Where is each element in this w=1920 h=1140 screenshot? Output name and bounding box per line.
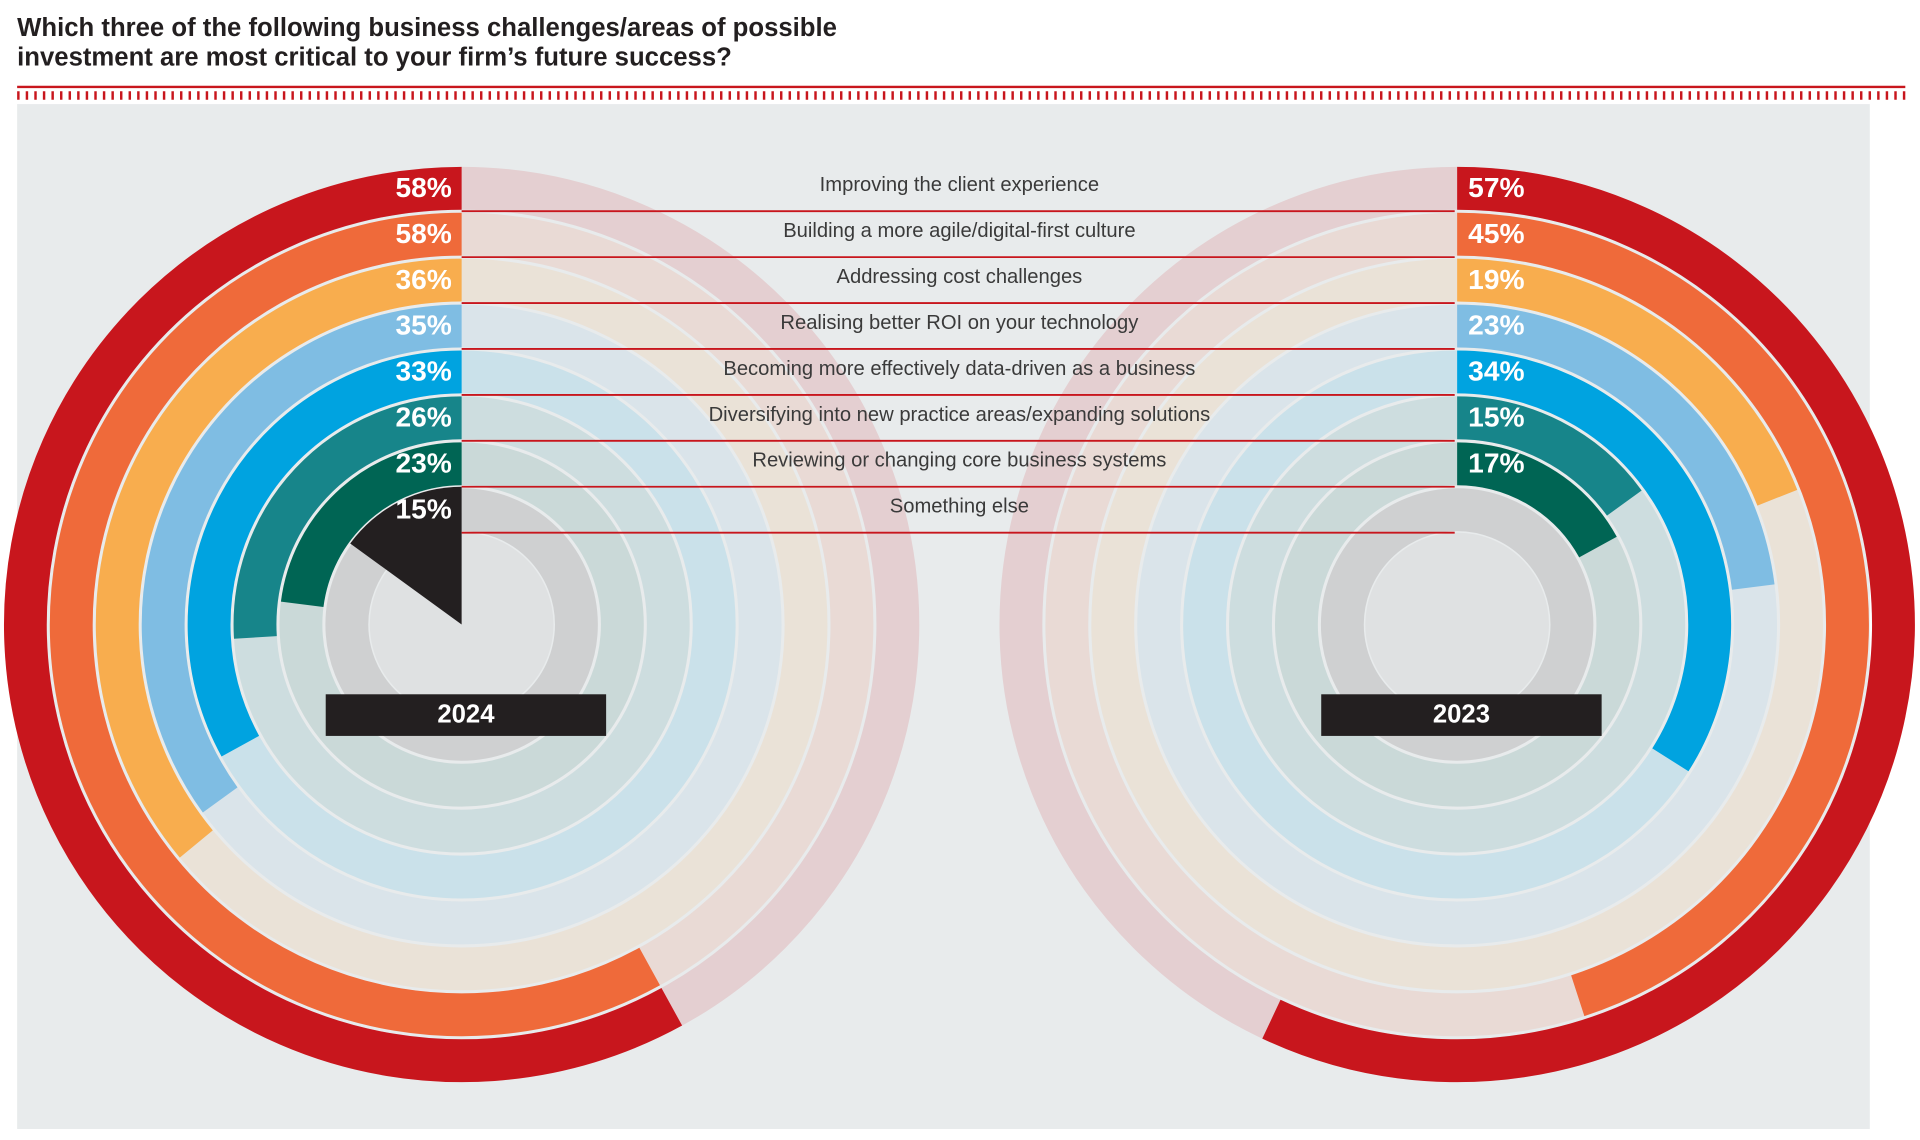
chart-title: Which three of the following business ch… bbox=[17, 14, 837, 42]
category-label: Realising better ROI on your technology bbox=[780, 312, 1139, 334]
legend-label: 2023 bbox=[1433, 701, 1490, 729]
category-label: Building a more agile/digital-first cult… bbox=[783, 220, 1135, 242]
value-label: 45% bbox=[1468, 218, 1524, 249]
value-label: 26% bbox=[395, 402, 451, 433]
bar bbox=[49, 212, 660, 1037]
bar bbox=[4, 166, 683, 1083]
bar bbox=[187, 350, 462, 757]
bar bbox=[95, 258, 462, 858]
value-label: 58% bbox=[395, 218, 451, 249]
value-label: 58% bbox=[395, 172, 451, 203]
legend-box bbox=[1321, 694, 1602, 736]
value-label: 17% bbox=[1468, 447, 1524, 478]
bar bbox=[141, 304, 462, 813]
value-label: 57% bbox=[1468, 172, 1524, 203]
legend-label: 2024 bbox=[437, 701, 495, 729]
category-label: Reviewing or changing core business syst… bbox=[752, 450, 1166, 472]
value-label: 23% bbox=[395, 447, 451, 478]
category-label: Addressing cost challenges bbox=[837, 266, 1083, 288]
value-label: 23% bbox=[1468, 310, 1524, 341]
bar bbox=[350, 486, 462, 625]
track bbox=[1320, 488, 1594, 761]
bar bbox=[1457, 304, 1775, 590]
value-label: 15% bbox=[1468, 402, 1524, 433]
bar bbox=[1456, 442, 1617, 558]
category-label: Becoming more effectively data-driven as… bbox=[723, 358, 1195, 380]
value-label: 35% bbox=[395, 310, 451, 341]
value-label: 33% bbox=[395, 356, 451, 387]
bar bbox=[280, 442, 463, 608]
bar bbox=[1457, 212, 1869, 1017]
bar bbox=[233, 396, 462, 639]
category-label: Something else bbox=[890, 496, 1029, 518]
bar bbox=[1456, 396, 1642, 516]
bar bbox=[1457, 258, 1798, 506]
bar bbox=[1457, 350, 1732, 772]
category-label: Diversifying into new practice areas/exp… bbox=[709, 404, 1211, 426]
center-disc bbox=[1365, 532, 1549, 717]
value-label: 36% bbox=[395, 264, 451, 295]
legend-box bbox=[325, 694, 607, 736]
category-label: Improving the client experience bbox=[820, 174, 1099, 196]
value-label: 34% bbox=[1468, 356, 1524, 387]
chart-title: investment are most critical to your fir… bbox=[17, 44, 732, 72]
value-label: 19% bbox=[1468, 264, 1524, 295]
bar bbox=[1262, 166, 1915, 1083]
value-label: 15% bbox=[395, 493, 451, 524]
